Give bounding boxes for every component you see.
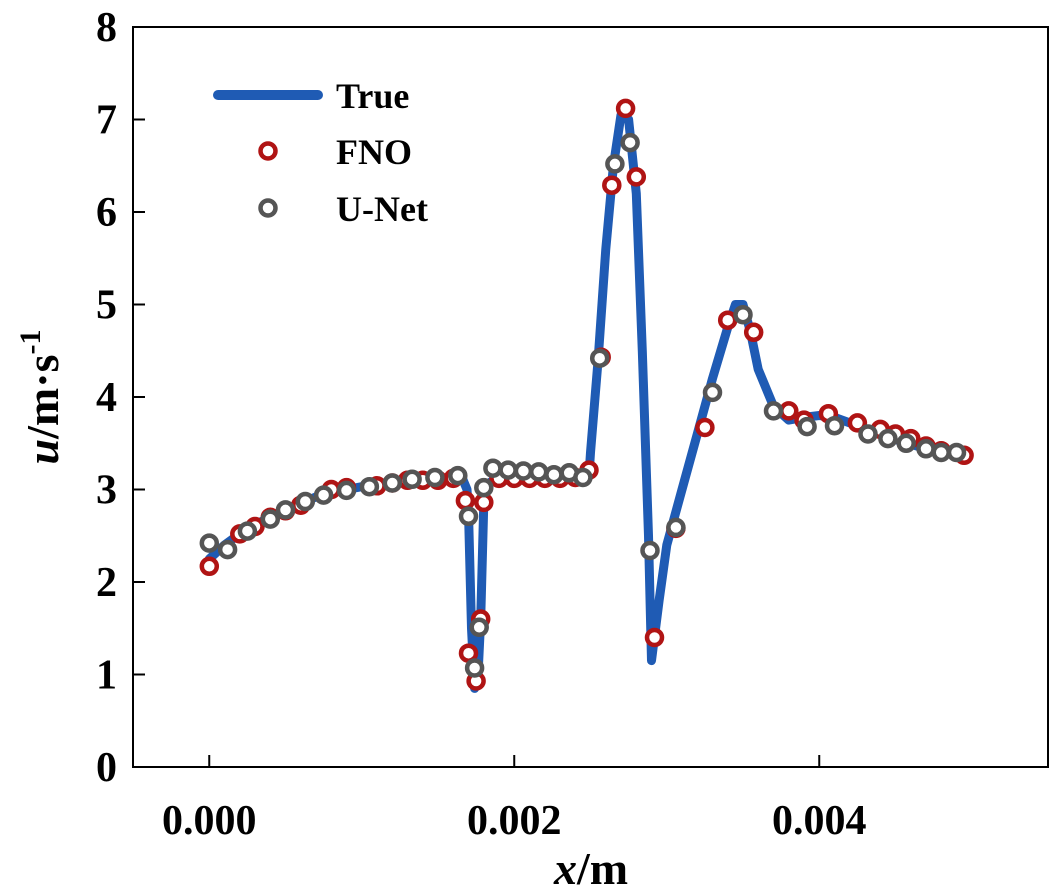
x-tick-label: 0.002 xyxy=(467,798,562,844)
y-axis-label-unit: /m·s xyxy=(17,355,68,440)
series-u-net-point xyxy=(733,304,753,325)
series-fno-point xyxy=(455,490,476,511)
legend-true-label: True xyxy=(336,76,409,116)
series-u-net-point xyxy=(382,473,403,493)
series-u-net-point xyxy=(666,517,686,538)
series-u-net-point xyxy=(469,617,489,638)
legend-unet-label: U-Net xyxy=(336,189,428,229)
series-u-net-point xyxy=(824,415,845,436)
series-fno-point xyxy=(847,413,868,433)
plot-frame xyxy=(132,26,1049,768)
x-tick-label: 0.000 xyxy=(162,798,257,844)
series-fno-point xyxy=(717,310,738,330)
x-axis-label: x/m xyxy=(553,843,628,894)
series-u-net-point xyxy=(199,533,220,553)
legend-unet-marker xyxy=(258,198,278,218)
series-u-net-point xyxy=(573,467,593,488)
x-tick-label: 0.004 xyxy=(772,798,867,844)
series-u-net-point xyxy=(640,540,660,561)
series-u-net-point xyxy=(458,506,479,527)
series-u-net-point xyxy=(474,477,494,498)
series-u-net-point xyxy=(513,461,534,481)
y-tick-label: 1 xyxy=(96,653,117,699)
axis-ticks: 0 1 2 3 4 5 6 7 8 0.000 0.002 0.004 xyxy=(96,5,867,844)
series-u-net-point xyxy=(896,433,916,454)
series-u-net-point xyxy=(464,658,485,678)
y-tick-label: 5 xyxy=(96,283,117,329)
series-u-net-point xyxy=(763,401,784,421)
series-u-net-point xyxy=(528,462,549,482)
series-u-net-point xyxy=(797,416,817,437)
series-u-net-point xyxy=(916,439,936,459)
series-u-net-point xyxy=(483,458,503,478)
series-fno-point xyxy=(644,627,665,648)
y-tick-label: 4 xyxy=(96,375,117,421)
series-u-net-point xyxy=(425,467,445,488)
series-u-net-point xyxy=(336,480,357,501)
y-axis-label: u/m·s-1 xyxy=(14,330,68,465)
series-u-net-point xyxy=(544,464,564,485)
series-u-net-point xyxy=(402,469,422,490)
series-u-net-point xyxy=(878,428,898,449)
series-u-net-point xyxy=(295,491,316,512)
series-u-net-point xyxy=(605,154,625,174)
series-layer xyxy=(199,98,974,693)
series-fno-point xyxy=(779,401,799,421)
series-fno-point xyxy=(615,98,636,119)
series-u-net-point xyxy=(589,348,610,368)
series-fno-point xyxy=(602,175,622,195)
y-tick-label: 7 xyxy=(96,98,117,144)
series-fno-point xyxy=(695,417,715,438)
series-u-net-point xyxy=(313,485,334,505)
series-u-net-point xyxy=(448,465,468,486)
series-u-net-point xyxy=(217,539,238,560)
series-u-net-point xyxy=(237,521,258,541)
series-fno-point xyxy=(626,167,647,187)
y-tick-label: 2 xyxy=(96,560,117,606)
series-u-net-point xyxy=(946,442,967,463)
series-fno-point xyxy=(199,556,220,577)
y-tick-label: 6 xyxy=(96,190,117,236)
series-u-net-point xyxy=(858,424,878,444)
series-fno-point xyxy=(743,322,764,343)
series-u-net-point xyxy=(260,509,281,529)
series-u-net-point xyxy=(931,442,951,463)
y-axis-label-exponent: -1 xyxy=(14,330,47,355)
y-tick-label: 3 xyxy=(96,468,117,514)
y-tick-label: 0 xyxy=(96,745,117,791)
legend-fno-label: FNO xyxy=(336,132,412,172)
series-u-net-point xyxy=(275,500,296,520)
series-u-net-point xyxy=(702,382,723,403)
x-axis-label-unit: /m xyxy=(576,843,628,894)
series-true-line xyxy=(204,110,961,693)
legend-fno-marker xyxy=(258,141,278,161)
series-u-net-point xyxy=(498,460,518,480)
y-tick-label: 8 xyxy=(96,5,117,51)
series-u-net-point xyxy=(620,132,640,153)
y-axis-label-italic: u xyxy=(17,439,68,465)
legend: True FNO U-Net xyxy=(213,76,428,229)
x-axis-label-italic: x xyxy=(553,843,577,894)
series-u-net-point xyxy=(359,476,380,497)
